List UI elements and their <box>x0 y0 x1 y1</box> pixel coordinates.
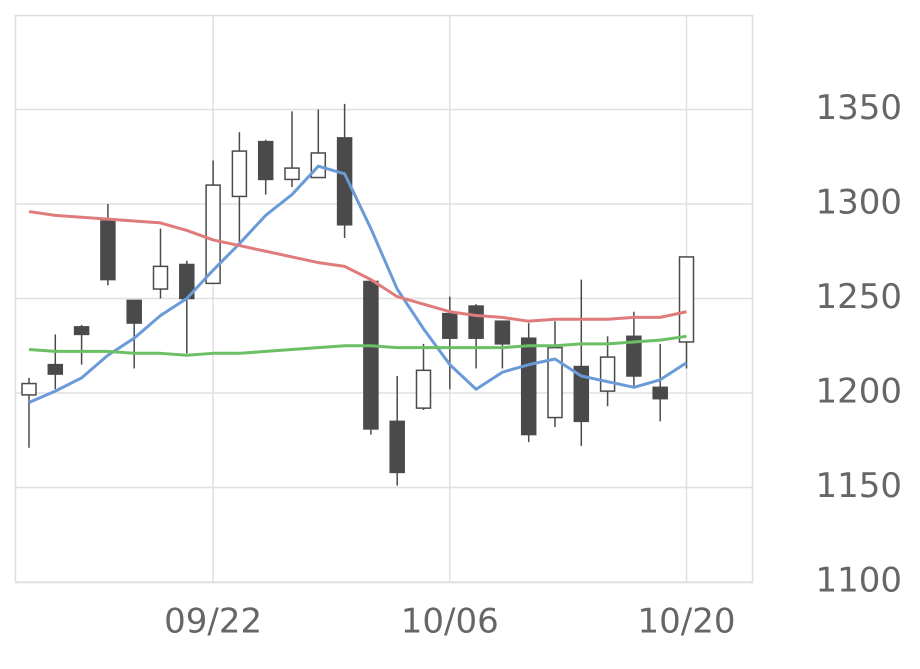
candle-body <box>626 335 642 377</box>
candle-body <box>336 137 353 226</box>
candle-body <box>442 312 458 339</box>
candle-body <box>573 365 590 423</box>
candle-body <box>231 150 248 198</box>
y-tick-label: 1350 <box>815 88 902 128</box>
candle-body <box>547 346 563 419</box>
candle-body <box>468 305 484 339</box>
candle-body <box>73 326 90 336</box>
y-tick-label: 1300 <box>815 183 902 223</box>
x-tick-label: 09/22 <box>164 602 262 642</box>
candle-body <box>205 184 221 285</box>
candle-body <box>389 420 405 474</box>
y-tick-label: 1200 <box>815 372 902 412</box>
candle-body <box>494 320 511 345</box>
candle-body <box>599 356 616 392</box>
moving-average-line <box>28 334 687 357</box>
candle-body <box>47 363 64 375</box>
candle-body <box>652 386 668 400</box>
y-tick-label: 1100 <box>815 561 902 601</box>
x-tick-label: 10/06 <box>401 602 499 642</box>
moving-average-line <box>28 210 687 323</box>
candle-body <box>257 140 274 181</box>
y-tick-label: 1150 <box>815 466 902 506</box>
candle-body <box>100 220 116 281</box>
candle-body <box>126 299 142 324</box>
candle-body <box>21 382 37 396</box>
candle-body <box>520 337 537 436</box>
candle-body <box>152 265 169 290</box>
y-tick-label: 1250 <box>815 277 902 317</box>
candle-body <box>284 167 300 181</box>
x-tick-label: 10/20 <box>638 602 736 642</box>
candle-body <box>363 280 379 430</box>
moving-average-line <box>28 164 688 404</box>
candle-body <box>678 256 695 343</box>
candle-body <box>415 369 432 409</box>
